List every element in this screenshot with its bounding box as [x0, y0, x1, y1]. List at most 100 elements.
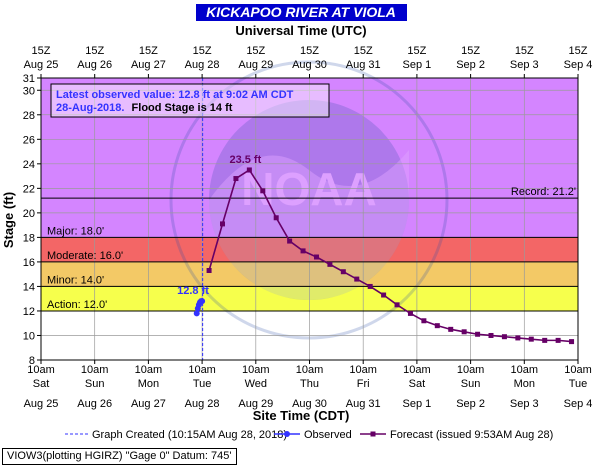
x-top-tick-utc-4: 15Z	[246, 45, 265, 57]
x-top-tick-date-0: Aug 25	[24, 59, 59, 71]
latest-value-box: Latest observed value: 12.8 ft at 9:02 A…	[50, 83, 330, 118]
x-top-tick-date-9: Sep 3	[510, 59, 539, 71]
x-top-tick-utc-8: 15Z	[461, 45, 480, 57]
svg-text:28-Aug-2018. Flood Sta: 28-Aug-2018. Flood Stage is 14 ft	[56, 102, 233, 114]
x-top-tick-utc-7: 15Z	[407, 45, 426, 57]
forecast-point-3	[246, 167, 252, 173]
chart-title: KICKAPOO RIVER AT VIOLA	[206, 4, 396, 20]
y-tick-label-10: 10	[23, 330, 35, 342]
noaa-watermark-logo: NOAA	[169, 60, 449, 340]
forecast-point-22	[501, 334, 507, 340]
y-tick-label-30: 30	[23, 85, 35, 97]
forecast-point-18	[448, 326, 454, 332]
forecast-point-2	[233, 176, 239, 182]
x-tick-time-7: 10am	[403, 364, 431, 376]
observed-point-5	[199, 298, 206, 305]
forecast-point-27	[569, 339, 575, 345]
y-tick-label-8: 8	[29, 355, 35, 367]
x-tick-time-6: 10am	[349, 364, 377, 376]
y-tick-label-12: 12	[23, 306, 35, 318]
x-tick-time-0: 10am	[27, 364, 55, 376]
x-tick-weekday-2: Mon	[138, 378, 159, 390]
forecast-point-15	[407, 310, 413, 316]
flood-stage-text: Flood Stage is 14 ft	[132, 102, 233, 114]
x-tick-date-5: Aug 30	[292, 398, 327, 410]
x-top-tick-date-4: Aug 29	[238, 59, 273, 71]
watermark-wave	[209, 150, 409, 300]
x-tick-weekday-9: Mon	[514, 378, 535, 390]
x-tick-time-3: 10am	[188, 364, 216, 376]
forecast-point-21	[488, 332, 494, 338]
y-tick-label-20: 20	[23, 208, 35, 220]
forecast-point-20	[475, 331, 481, 337]
x-tick-date-3: Aug 28	[185, 398, 220, 410]
forecast-point-7	[300, 248, 306, 254]
top-axis-label: Universal Time (UTC)	[235, 23, 366, 38]
x-tick-weekday-0: Sat	[33, 378, 50, 390]
legend-observed-marker	[284, 431, 290, 437]
x-top-tick-utc-6: 15Z	[354, 45, 373, 57]
y-tick-label-14: 14	[23, 281, 35, 293]
x-tick-time-5: 10am	[296, 364, 324, 376]
legend-graph-created-label: Graph Created (10:15AM Aug 28, 2018)	[92, 429, 287, 441]
x-tick-time-10: 10am	[564, 364, 592, 376]
legend-observed-label: Observed	[304, 429, 352, 441]
x-top-tick-utc-3: 15Z	[193, 45, 212, 57]
latest-value-date: 28-Aug-2018.	[56, 102, 124, 114]
forecast-point-9	[327, 261, 333, 267]
title-bar	[196, 4, 407, 21]
x-tick-date-6: Aug 31	[346, 398, 381, 410]
threshold-label-moderate: Moderate: 16.0'	[47, 250, 123, 262]
x-tick-weekday-8: Sun	[461, 378, 481, 390]
legend-forecast-marker	[370, 431, 376, 437]
threshold-label-action: Action: 12.0'	[47, 299, 107, 311]
x-tick-time-4: 10am	[242, 364, 270, 376]
x-tick-date-8: Sep 2	[456, 398, 485, 410]
x-top-tick-date-6: Aug 31	[346, 59, 381, 71]
threshold-label-major: Major: 18.0'	[47, 225, 104, 237]
x-tick-time-1: 10am	[81, 364, 109, 376]
forecast-point-24	[528, 336, 534, 342]
x-tick-date-1: Aug 26	[77, 398, 112, 410]
x-top-tick-date-8: Sep 2	[456, 59, 485, 71]
y-tick-label-22: 22	[23, 183, 35, 195]
site-info: VIOW3(plotting HGIRZ) "Gage 0" Datum: 74…	[2, 448, 237, 465]
x-top-tick-date-7: Sep 1	[403, 59, 432, 71]
x-axis-label: Site Time (CDT)	[253, 408, 350, 423]
forecast-point-17	[434, 323, 440, 329]
y-tick-label-28: 28	[23, 110, 35, 122]
x-top-tick-utc-0: 15Z	[32, 45, 51, 57]
x-tick-weekday-3: Tue	[193, 378, 212, 390]
x-top-tick-utc-5: 15Z	[300, 45, 319, 57]
forecast-point-4	[260, 188, 266, 194]
y-tick-label-18: 18	[23, 232, 35, 244]
x-tick-weekday-5: Thu	[300, 378, 319, 390]
x-tick-time-9: 10am	[511, 364, 539, 376]
x-top-tick-utc-10: 15Z	[569, 45, 588, 57]
x-tick-time-2: 10am	[135, 364, 163, 376]
forecast-point-19	[461, 329, 467, 335]
forecast-point-1	[220, 221, 226, 227]
x-tick-date-2: Aug 27	[131, 398, 166, 410]
forecast-point-0	[206, 267, 212, 273]
y-tick-label-26: 26	[23, 134, 35, 146]
forecast-point-25	[542, 337, 548, 343]
x-tick-date-0: Aug 25	[24, 398, 59, 410]
observed-point-0	[193, 310, 200, 317]
x-top-tick-utc-9: 15Z	[515, 45, 534, 57]
x-top-tick-date-10: Sep 4	[564, 59, 593, 71]
x-tick-weekday-7: Sat	[409, 378, 426, 390]
x-tick-weekday-4: Wed	[245, 378, 267, 390]
y-tick-label-16: 16	[23, 257, 35, 269]
y-tick-label-24: 24	[23, 159, 35, 171]
threshold-label-minor: Minor: 14.0'	[47, 274, 104, 286]
y-tick-label-31: 31	[23, 73, 35, 85]
legend: Graph Created (10:15AM Aug 28, 2018) Obs…	[65, 429, 553, 441]
forecast-line	[208, 168, 572, 343]
forecast-point-12	[367, 283, 373, 289]
threshold-label-record: Record: 21.2'	[511, 186, 576, 198]
forecast-point-14	[394, 302, 400, 308]
forecast-peak-label: 23.5 ft	[229, 154, 261, 166]
